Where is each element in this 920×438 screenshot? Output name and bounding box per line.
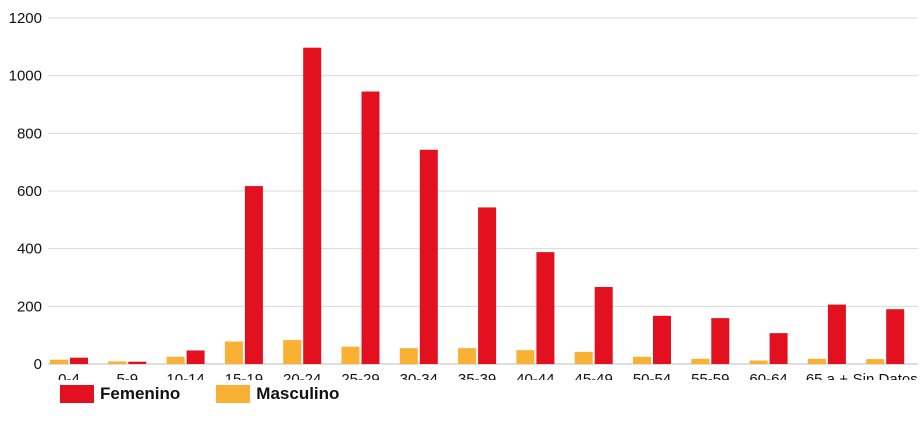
x-tick-label: 25-29 bbox=[341, 371, 379, 380]
y-tick-label: 200 bbox=[17, 298, 42, 315]
bar-masculino-2 bbox=[166, 356, 185, 364]
x-tick-label: 50-54 bbox=[633, 371, 671, 380]
legend-swatch-femenino bbox=[60, 385, 94, 403]
x-tick-label: 30-34 bbox=[400, 371, 438, 380]
x-tick-label: 0-4 bbox=[58, 371, 80, 380]
bar-masculino-3 bbox=[224, 341, 243, 364]
bar-femenino-12 bbox=[769, 333, 788, 364]
legend: Femenino Masculino bbox=[60, 384, 339, 404]
x-tick-label: 20-24 bbox=[283, 371, 321, 380]
x-tick-label: 55-59 bbox=[691, 371, 729, 380]
x-tick-label: Sin Datos bbox=[853, 371, 918, 380]
y-tick-label: 0 bbox=[34, 356, 42, 373]
legend-swatch-masculino bbox=[216, 385, 251, 403]
legend-label-femenino: Femenino bbox=[100, 384, 181, 403]
y-tick-label: 400 bbox=[17, 241, 42, 258]
bar-femenino-0 bbox=[70, 357, 88, 364]
bar-masculino-5 bbox=[341, 346, 360, 364]
bar-femenino-14 bbox=[886, 309, 905, 364]
y-axis: 0 200 400 600 800 1000 1200 bbox=[9, 10, 42, 373]
x-tick-label: 35-39 bbox=[458, 371, 496, 380]
bar-masculino-7 bbox=[458, 348, 477, 364]
x-axis-labels: 0-4 5-9 10-14 15-19 20-24 25-29 30-34 35-39 40-4… bbox=[58, 371, 918, 380]
bar-femenino-11 bbox=[711, 318, 730, 364]
bar-femenino-7 bbox=[478, 207, 497, 364]
bar-femenino-6 bbox=[419, 149, 438, 364]
legend-item-masculino: Masculino bbox=[216, 384, 339, 404]
bar-masculino-13 bbox=[807, 358, 826, 364]
bar-femenino-3 bbox=[244, 186, 263, 364]
x-tick-label: 65 a + bbox=[806, 371, 848, 380]
x-tick-label: 40-44 bbox=[516, 371, 554, 380]
bar-femenino-9 bbox=[594, 287, 613, 364]
x-tick-label: 60-64 bbox=[749, 371, 787, 380]
y-tick-label: 1000 bbox=[9, 68, 42, 85]
x-tick-label: 5-9 bbox=[116, 371, 138, 380]
bar-femenino-1 bbox=[128, 361, 147, 364]
x-tick-label: 45-49 bbox=[575, 371, 613, 380]
bar-femenino-5 bbox=[361, 91, 380, 365]
bar-masculino-10 bbox=[633, 356, 651, 364]
bar-masculino-14 bbox=[866, 359, 885, 364]
x-tick-label: 10-14 bbox=[166, 371, 204, 380]
bar-masculino-1 bbox=[108, 361, 127, 364]
bar-femenino-8 bbox=[536, 252, 555, 364]
bar-masculino-6 bbox=[399, 348, 418, 364]
bar-femenino-2 bbox=[186, 350, 205, 364]
legend-item-femenino: Femenino bbox=[60, 384, 180, 404]
bar-femenino-4 bbox=[303, 47, 322, 364]
bar-masculino-8 bbox=[516, 350, 535, 364]
x-tick-label: 15-19 bbox=[225, 371, 263, 380]
bar-chart: 0 200 400 600 800 1000 1200 0-4 5-9 10-14 15-19 20… bbox=[9, 10, 918, 380]
y-tick-label: 800 bbox=[17, 125, 42, 142]
bar-masculino-12 bbox=[749, 360, 768, 364]
bar-masculino-11 bbox=[691, 358, 710, 364]
bar-femenino-13 bbox=[827, 304, 846, 364]
bar-femenino-10 bbox=[653, 315, 671, 364]
bar-masculino-4 bbox=[283, 340, 302, 364]
bar-masculino-9 bbox=[574, 351, 593, 364]
bar-masculino-0 bbox=[50, 359, 68, 364]
y-tick-label: 600 bbox=[17, 183, 42, 200]
y-tick-label: 1200 bbox=[9, 10, 42, 27]
bars bbox=[50, 47, 905, 365]
legend-label-masculino: Masculino bbox=[256, 384, 340, 403]
